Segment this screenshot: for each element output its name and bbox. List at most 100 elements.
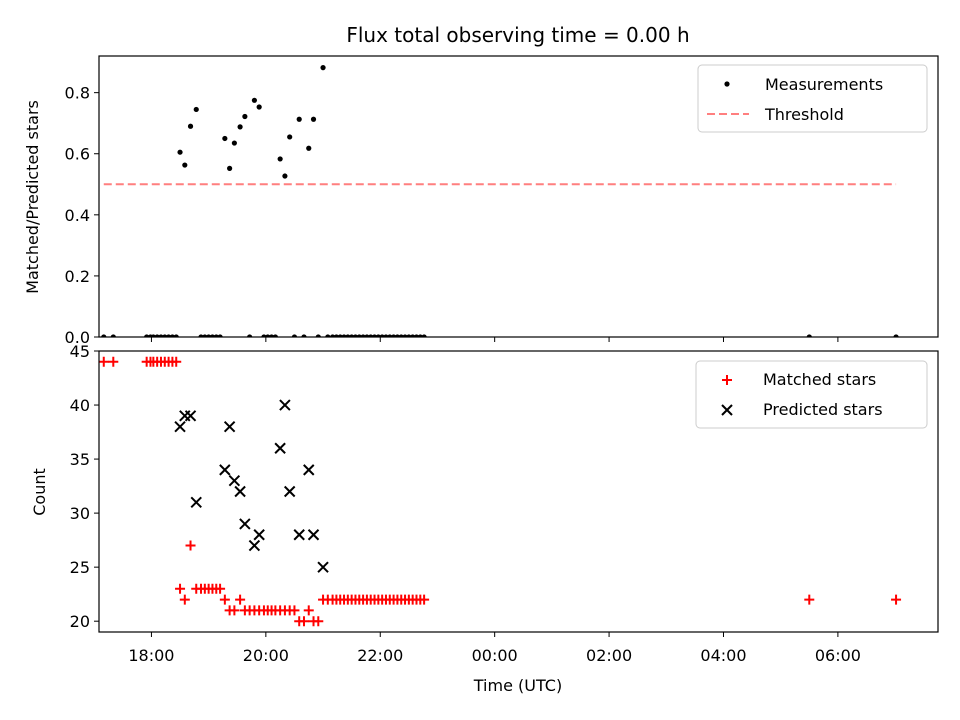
x-tick-label: 02:00 <box>586 646 632 665</box>
measurement-point <box>187 123 194 129</box>
matched-star-point <box>419 594 430 605</box>
predicted-star-point <box>307 529 320 541</box>
measurement-point <box>277 156 283 162</box>
x-tick-label: 00:00 <box>472 646 518 665</box>
legend-matched-marker <box>722 375 732 385</box>
predicted-star-point <box>248 539 261 552</box>
top-legend: Measurements Threshold <box>697 64 928 133</box>
bottom-legend-box <box>695 360 928 429</box>
bottom-y-ticks: 20 25 30 35 40 45 <box>70 342 99 631</box>
x-tick-label: 18:00 <box>128 646 174 665</box>
y-tick-label: 30 <box>70 504 90 523</box>
y-tick-label: 0.6 <box>65 145 90 164</box>
y-tick-label: 0.2 <box>65 267 90 286</box>
predicted-star-point <box>239 518 251 530</box>
matched-star-point <box>175 583 186 594</box>
measurement-point <box>227 165 233 171</box>
measurement-point <box>177 149 183 155</box>
measurement-point <box>306 145 312 151</box>
predicted-star-point <box>234 485 246 498</box>
predicted-star-point <box>279 399 291 411</box>
predicted-star-point <box>274 442 286 454</box>
top-y-ticks: 0.0 0.2 0.4 0.6 0.8 <box>65 84 99 347</box>
top-plot-area <box>101 65 899 337</box>
matched-star-point <box>179 594 190 605</box>
matched-star-point <box>99 356 109 367</box>
bottom-y-axis-label: Count <box>30 468 49 516</box>
x-tick-label: 22:00 <box>357 646 403 665</box>
matched-star-point <box>229 605 240 616</box>
predicted-star-point <box>184 410 197 422</box>
measurement-point <box>256 104 262 110</box>
matched-star-point <box>185 540 196 551</box>
matched-star-point <box>303 605 314 616</box>
matched-star-point <box>313 616 324 627</box>
chart-title: Flux total observing time = 0.00 h <box>346 23 689 47</box>
measurement-point <box>325 334 331 337</box>
top-legend-box <box>697 64 928 133</box>
y-tick-label: 20 <box>70 612 90 631</box>
matched-star-point <box>891 594 902 605</box>
matched-star-point <box>171 356 182 367</box>
measurement-point <box>282 173 288 179</box>
bottom-plot-area <box>99 356 902 627</box>
top-panel: 0.00.20.40.60.8 Matched/Predicted stars … <box>23 55 939 347</box>
matched-star-point <box>219 594 230 605</box>
predicted-star-point <box>219 464 231 476</box>
legend-predicted-label: Predicted stars <box>763 400 883 419</box>
matched-star-point <box>108 356 119 367</box>
y-tick-label: 45 <box>70 342 90 361</box>
bottom-axes-frame <box>98 350 939 633</box>
legend-measurements-label: Measurements <box>765 75 883 94</box>
legend-measurements-marker <box>724 81 730 87</box>
measurement-point <box>182 162 188 168</box>
matched-star-point <box>235 594 246 605</box>
x-axis-label: Time (UTC) <box>473 676 562 695</box>
measurement-point <box>173 334 179 337</box>
predicted-star-point <box>223 420 236 433</box>
y-tick-label: 0.4 <box>65 206 90 225</box>
x-tick-label: 06:00 <box>815 646 861 665</box>
x-tick-label: 04:00 <box>700 646 746 665</box>
x-tick-label: 20:00 <box>243 646 289 665</box>
predicted-star-point <box>174 420 186 433</box>
bottom-panel: 20 25 30 35 40 45 18:00 20:00 22:00 00:00 02:00 04… <box>30 342 939 695</box>
measurement-point <box>101 334 107 337</box>
predicted-star-point <box>317 561 329 573</box>
measurement-point <box>272 334 278 337</box>
matched-star-point <box>298 616 309 627</box>
measurement-point <box>806 334 812 337</box>
top-y-axis-label: Matched/Predicted stars <box>23 100 42 294</box>
measurement-point <box>421 334 427 337</box>
bottom-x-ticks: 18:00 20:00 22:00 00:00 02:00 04:00 06:00 <box>128 632 861 665</box>
y-tick-label: 40 <box>70 396 90 415</box>
measurement-point <box>242 113 248 120</box>
bottom-legend: Matched stars Predicted stars <box>695 360 928 429</box>
measurement-point <box>217 334 223 337</box>
matched-star-point <box>289 605 300 616</box>
predicted-star-point <box>293 529 305 541</box>
measurement-point <box>296 116 302 122</box>
matched-star-point <box>804 594 815 605</box>
measurement-point <box>110 334 116 337</box>
y-tick-label: 25 <box>70 558 90 577</box>
measurement-point <box>237 124 243 130</box>
top-axes-frame <box>98 55 939 338</box>
matched-star-point <box>215 583 226 594</box>
measurement-point <box>287 134 293 140</box>
predicted-star-point <box>228 474 241 487</box>
y-tick-label: 35 <box>70 450 90 469</box>
measurement-point <box>893 334 899 337</box>
measurement-point <box>315 334 321 337</box>
legend-predicted-marker <box>721 404 733 416</box>
y-tick-label: 0.8 <box>65 84 90 103</box>
measurement-point <box>291 334 298 337</box>
predicted-star-point <box>253 529 265 541</box>
measurement-point <box>320 65 326 71</box>
measurement-point <box>222 135 228 142</box>
legend-matched-label: Matched stars <box>763 370 876 389</box>
legend-threshold-label: Threshold <box>764 105 844 124</box>
measurement-point <box>231 140 237 146</box>
top-x-ticks <box>150 337 839 342</box>
